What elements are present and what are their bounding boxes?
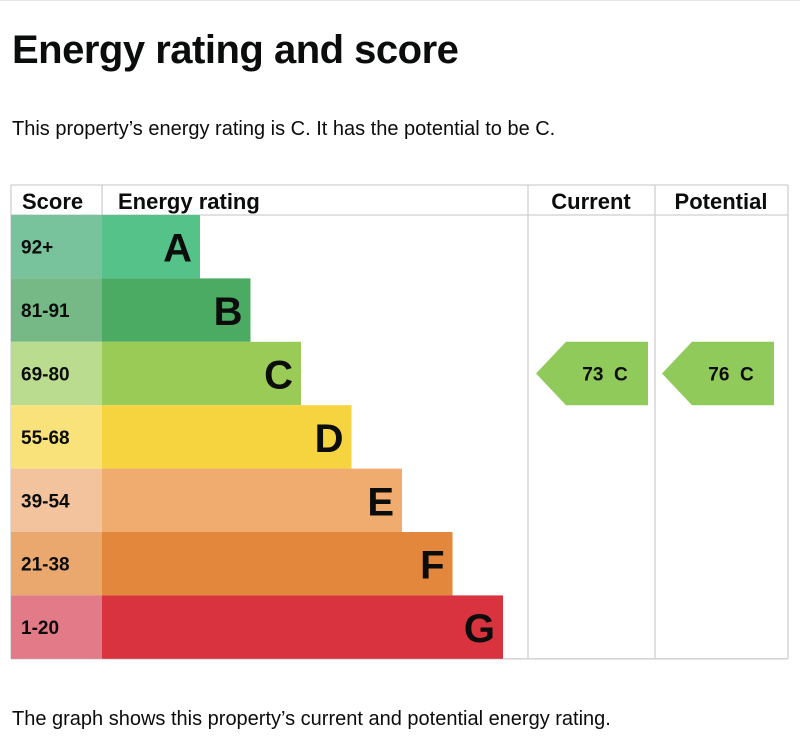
score-cell	[11, 405, 102, 469]
band-bar	[102, 595, 503, 659]
band-letter: F	[420, 544, 444, 588]
band-bar	[102, 532, 453, 596]
page-title: Energy rating and score	[12, 28, 459, 72]
band-row-f: 21-38 F	[11, 532, 453, 596]
band-letter: A	[163, 227, 192, 271]
band-letter: D	[315, 417, 344, 461]
band-bar	[102, 278, 251, 342]
footer-text: The graph shows this property’s current …	[12, 708, 611, 730]
band-row-g: 1-20 G	[11, 595, 503, 659]
header-potential: Potential	[675, 189, 768, 214]
score-cell	[11, 595, 102, 659]
band-row-d: 55-68 D	[11, 405, 352, 469]
score-range: 92+	[21, 238, 53, 259]
band-row-e: 39-54 E	[11, 468, 402, 532]
score-cell	[11, 468, 102, 532]
rating-arrow-shape	[662, 341, 774, 406]
score-range: 21-38	[21, 555, 70, 576]
header-current: Current	[551, 189, 631, 214]
header-score: Score	[22, 189, 83, 214]
score-cell	[11, 215, 102, 279]
score-cell	[11, 341, 102, 406]
band-letter: C	[264, 354, 293, 398]
band-row-c: 69-80 C	[11, 341, 301, 406]
band-bar	[102, 341, 301, 406]
score-range: 55-68	[21, 428, 70, 449]
band-letter: B	[214, 290, 243, 334]
score-range: 81-91	[21, 301, 70, 322]
band-letter: G	[464, 607, 495, 651]
top-divider	[0, 0, 800, 1]
header-energy-rating: Energy rating	[118, 189, 260, 214]
score-range: 69-80	[21, 365, 70, 386]
score-range: 39-54	[21, 491, 70, 512]
rating-bands: 92+ A 81-91 B 69-80 C 55-68 D 39-54 E 21-38 F 1-20 G	[11, 215, 503, 659]
score-cell	[11, 278, 102, 342]
intro-text: This property’s energy rating is C. It h…	[12, 118, 556, 140]
rating-arrow-label: 76 C	[708, 365, 754, 386]
rating-arrow-shape	[536, 341, 648, 406]
band-row-b: 81-91 B	[11, 278, 251, 342]
score-range: 1-20	[21, 618, 59, 639]
current-rating-arrow: 73 C	[536, 341, 648, 406]
band-letter: E	[367, 480, 394, 524]
band-bar	[102, 405, 352, 469]
band-row-a: 92+ A	[11, 215, 200, 279]
band-bar	[102, 215, 200, 279]
score-cell	[11, 532, 102, 596]
potential-rating-arrow: 76 C	[662, 341, 774, 406]
band-bar	[102, 468, 402, 532]
rating-arrows: 73 C 76 C	[536, 341, 774, 406]
rating-arrow-label: 73 C	[582, 365, 628, 386]
